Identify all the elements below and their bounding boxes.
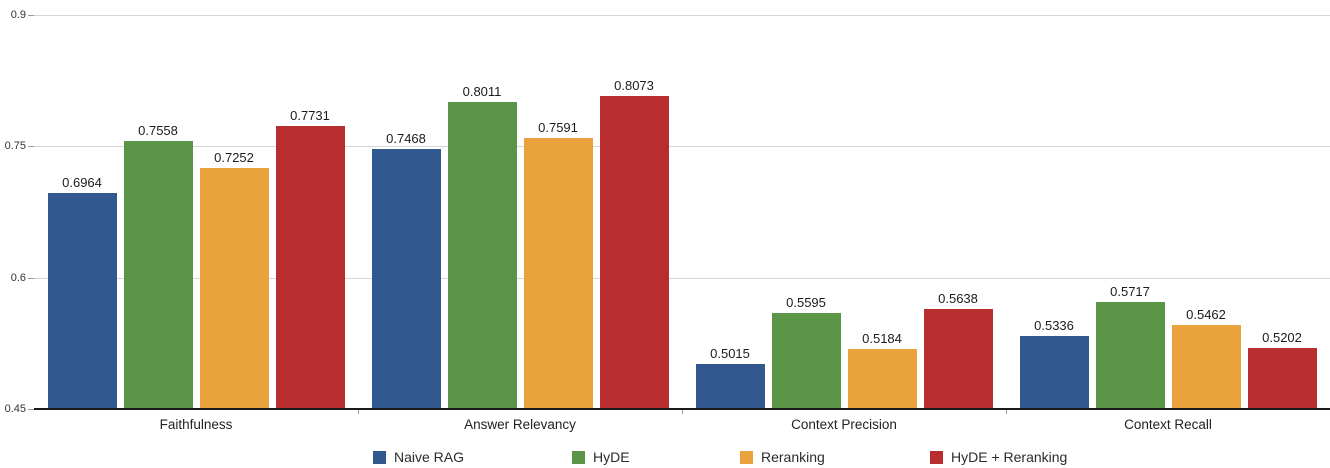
bar-value-label: 0.6964 [62,175,102,191]
x-axis-group-tick [358,409,359,414]
gridline [34,146,1330,147]
y-axis-tick-mark [28,146,34,147]
bar-value-label: 0.7731 [290,108,330,124]
legend-color-swatch [373,450,386,464]
bar-naive-rag [695,363,765,409]
bar-reranking [199,168,269,409]
legend-color-swatch [740,450,753,464]
y-axis-tick-mark [28,409,34,410]
x-axis-category-label: Faithfulness [159,417,233,432]
bar-hyde-reranking [599,96,669,409]
bar-value-label: 0.5717 [1110,284,1150,300]
x-axis-group-tick [1006,409,1007,414]
bar-hyde-reranking [923,309,993,409]
gridline [34,278,1330,279]
bar-value-label: 0.5638 [938,291,978,307]
legend-item-hyde: HyDE [572,449,630,465]
legend-item-reranking: Reranking [740,449,825,465]
bar-value-label: 0.7558 [138,123,178,139]
bar-value-label: 0.7591 [538,120,578,136]
bar-value-label: 0.5595 [786,295,826,311]
bar-naive-rag [47,193,117,409]
legend-color-swatch [930,450,943,464]
bar-value-label: 0.5184 [862,331,902,347]
bar-reranking [523,138,593,409]
bar-naive-rag [371,149,441,409]
bar-value-label: 0.5015 [710,345,750,361]
bar-value-label: 0.7468 [386,131,426,147]
bar-value-label: 0.5462 [1186,306,1226,322]
y-axis-tick-mark [28,278,34,279]
x-axis-category-label: Context Precision [791,417,897,432]
bar-value-label: 0.8011 [462,83,502,99]
x-axis-line [34,408,1330,410]
y-axis-tick-label: 0.9 [10,9,26,21]
legend-color-swatch [572,450,585,464]
x-axis-group-tick [682,409,683,414]
y-axis-tick-label: 0.45 [4,403,26,415]
bar-value-label: 0.5336 [1034,317,1074,333]
bar-value-label: 0.5202 [1262,329,1302,345]
gridline [34,15,1330,16]
bar-value-label: 0.8073 [614,78,654,94]
legend-label: Naive RAG [394,449,465,465]
legend-item-naive-rag: Naive RAG [373,449,464,465]
y-axis-tick-label: 0.6 [10,272,26,284]
bar-naive-rag [1019,335,1089,409]
bar-reranking [1171,324,1241,409]
bar-hyde [771,313,841,409]
x-axis-category-label: Answer Relevancy [464,417,576,432]
y-axis-tick-mark [28,15,34,16]
bar-hyde-reranking [1247,347,1317,409]
bar-value-label: 0.7252 [214,150,254,166]
legend-label: HyDE [593,449,630,465]
legend-label: Reranking [761,449,825,465]
bar-hyde [1095,302,1165,409]
bar-hyde-reranking [275,126,345,409]
bar-reranking [847,349,917,409]
x-axis-category-label: Context Recall [1124,417,1212,432]
bar-hyde [447,101,517,409]
y-axis-tick-label: 0.75 [4,140,26,152]
legend-label: HyDE + Reranking [951,449,1068,465]
legend-item-hyde-reranking: HyDE + Reranking [930,449,1067,465]
bar-hyde [123,141,193,409]
